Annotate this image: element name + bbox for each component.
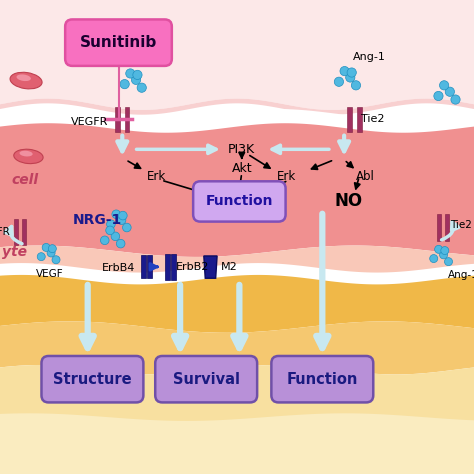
Circle shape	[42, 244, 50, 251]
Text: Structure: Structure	[53, 372, 132, 387]
FancyBboxPatch shape	[193, 182, 285, 222]
Bar	[125, 107, 129, 132]
Bar	[0, 0, 474, 71]
Circle shape	[340, 66, 349, 76]
Text: Ang-1: Ang-1	[353, 52, 386, 62]
Ellipse shape	[10, 73, 42, 89]
FancyBboxPatch shape	[155, 356, 257, 402]
Text: NO: NO	[334, 192, 363, 210]
Text: Abl: Abl	[356, 170, 374, 183]
Circle shape	[441, 246, 449, 255]
Text: Ang-1: Ang-1	[448, 270, 474, 280]
Circle shape	[346, 73, 355, 82]
Circle shape	[334, 77, 344, 86]
Circle shape	[117, 216, 126, 225]
Text: M2: M2	[220, 262, 237, 272]
Text: VEGFR: VEGFR	[0, 227, 10, 237]
Circle shape	[122, 223, 131, 232]
Circle shape	[445, 87, 455, 96]
Text: PI3K: PI3K	[228, 143, 255, 156]
Circle shape	[118, 211, 127, 220]
FancyBboxPatch shape	[42, 356, 143, 402]
Bar	[141, 255, 146, 278]
Text: Erk: Erk	[147, 170, 166, 183]
Bar	[171, 254, 176, 280]
Text: Sunitinib: Sunitinib	[80, 35, 157, 50]
Bar	[357, 107, 362, 132]
Circle shape	[445, 258, 453, 265]
Bar	[115, 107, 120, 132]
Circle shape	[126, 69, 135, 78]
Circle shape	[120, 80, 129, 89]
Text: VEGF: VEGF	[120, 54, 150, 64]
Circle shape	[112, 210, 120, 219]
Text: ErbB2: ErbB2	[176, 262, 210, 272]
Circle shape	[111, 232, 119, 241]
Circle shape	[434, 91, 443, 100]
Text: Tie2: Tie2	[361, 114, 385, 125]
Text: Tie2: Tie2	[450, 220, 472, 230]
Bar	[347, 107, 352, 132]
Text: Survival: Survival	[173, 372, 240, 387]
Text: Function: Function	[206, 194, 273, 209]
Bar	[165, 254, 170, 280]
Text: Akt: Akt	[231, 162, 252, 175]
Polygon shape	[204, 256, 217, 278]
Circle shape	[37, 253, 45, 261]
Text: NRG-1: NRG-1	[73, 213, 122, 228]
Circle shape	[430, 255, 438, 263]
Circle shape	[435, 246, 443, 253]
Circle shape	[116, 239, 125, 248]
Circle shape	[106, 226, 114, 235]
Circle shape	[133, 70, 142, 80]
Circle shape	[131, 75, 141, 84]
Text: yte: yte	[2, 245, 27, 259]
Text: VEGF: VEGF	[36, 269, 64, 279]
Text: VEGFR: VEGFR	[71, 117, 108, 127]
Circle shape	[52, 256, 60, 264]
Circle shape	[137, 83, 146, 92]
Circle shape	[351, 81, 361, 90]
Circle shape	[107, 220, 115, 228]
Circle shape	[439, 251, 447, 259]
Circle shape	[48, 245, 56, 253]
Bar	[445, 215, 449, 241]
Circle shape	[47, 249, 55, 257]
FancyBboxPatch shape	[65, 19, 172, 66]
Circle shape	[439, 81, 449, 90]
Text: Function: Function	[287, 372, 358, 387]
Circle shape	[347, 68, 356, 77]
Ellipse shape	[19, 151, 33, 156]
Circle shape	[100, 236, 109, 245]
FancyBboxPatch shape	[271, 356, 373, 402]
Bar	[437, 215, 441, 241]
Bar	[147, 255, 152, 278]
Text: cell: cell	[12, 173, 39, 187]
Circle shape	[451, 95, 460, 104]
Ellipse shape	[17, 74, 31, 81]
Text: ErbB4: ErbB4	[102, 263, 135, 273]
Bar	[14, 219, 18, 246]
Text: Erk: Erk	[277, 170, 296, 183]
Bar	[22, 219, 26, 246]
Ellipse shape	[14, 149, 43, 164]
